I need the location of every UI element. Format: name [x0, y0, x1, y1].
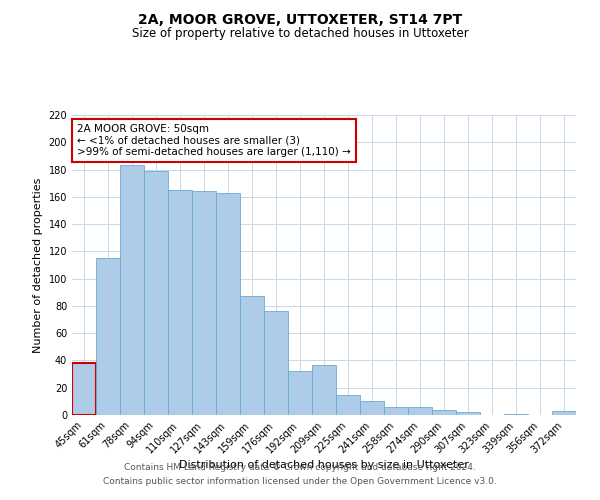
- Bar: [168, 190, 192, 415]
- Bar: [456, 412, 480, 415]
- Bar: [96, 258, 120, 415]
- Bar: [384, 407, 408, 415]
- Text: 2A, MOOR GROVE, UTTOXETER, ST14 7PT: 2A, MOOR GROVE, UTTOXETER, ST14 7PT: [138, 12, 462, 26]
- Text: Contains HM Land Registry data © Crown copyright and database right 2024.: Contains HM Land Registry data © Crown c…: [124, 464, 476, 472]
- Bar: [120, 166, 144, 415]
- Text: Size of property relative to detached houses in Uttoxeter: Size of property relative to detached ho…: [131, 28, 469, 40]
- Bar: [312, 364, 336, 415]
- Bar: [408, 407, 432, 415]
- Bar: [432, 410, 456, 415]
- Bar: [240, 296, 264, 415]
- Text: Contains public sector information licensed under the Open Government Licence v3: Contains public sector information licen…: [103, 477, 497, 486]
- Bar: [72, 363, 96, 415]
- Bar: [336, 394, 360, 415]
- Bar: [264, 312, 288, 415]
- Text: 2A MOOR GROVE: 50sqm
← <1% of detached houses are smaller (3)
>99% of semi-detac: 2A MOOR GROVE: 50sqm ← <1% of detached h…: [77, 124, 351, 157]
- Bar: [144, 171, 168, 415]
- Bar: [192, 192, 216, 415]
- X-axis label: Distribution of detached houses by size in Uttoxeter: Distribution of detached houses by size …: [179, 460, 469, 470]
- Bar: [216, 192, 240, 415]
- Bar: [552, 411, 576, 415]
- Bar: [360, 402, 384, 415]
- Y-axis label: Number of detached properties: Number of detached properties: [33, 178, 43, 352]
- Bar: [504, 414, 528, 415]
- Bar: [288, 372, 312, 415]
